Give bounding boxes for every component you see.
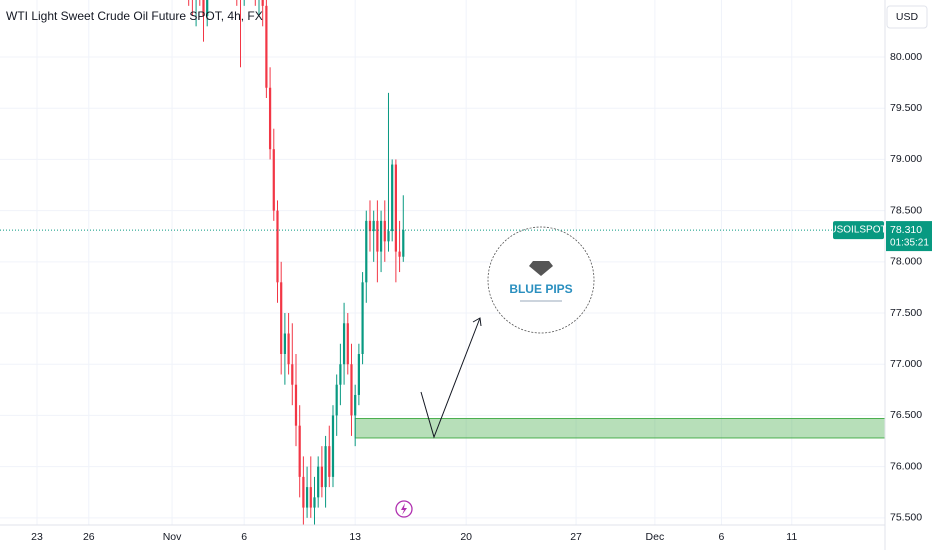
candle-body xyxy=(398,251,401,257)
symbol-box xyxy=(833,221,884,240)
candle-body xyxy=(272,149,275,211)
candle-body xyxy=(361,282,364,354)
candle-body xyxy=(280,282,283,354)
candle-body xyxy=(368,220,372,232)
candle-body xyxy=(287,333,290,365)
candle-body xyxy=(365,220,368,283)
x-tick-label: 20 xyxy=(460,531,472,543)
candle-body xyxy=(268,87,272,150)
candle-body xyxy=(394,164,397,252)
candle-body xyxy=(291,364,294,385)
x-tick-label: 6 xyxy=(241,531,247,543)
candle-body xyxy=(350,364,353,416)
candle-body xyxy=(387,231,390,242)
event-bolt xyxy=(401,503,407,515)
currency[interactable]: USD xyxy=(896,11,919,23)
x-tick-label: Nov xyxy=(163,531,182,543)
candle-body xyxy=(305,487,309,508)
currency-box[interactable] xyxy=(886,5,928,29)
event-icon xyxy=(395,500,413,518)
candle-body xyxy=(302,476,305,508)
candle-body xyxy=(294,384,298,426)
candle-body xyxy=(391,164,394,232)
candle-body xyxy=(261,0,264,6)
chart-title: WTI Light Sweet Crude Oil Future SPOT, 4… xyxy=(6,9,263,23)
candle-body xyxy=(309,487,312,508)
candle-body xyxy=(342,323,346,365)
candle-body xyxy=(317,466,320,498)
candle-body xyxy=(283,333,286,354)
y-tick-label: 78.000 xyxy=(890,256,922,268)
logo-circle xyxy=(487,226,595,334)
candle-body xyxy=(265,5,268,88)
x-tick-label: 27 xyxy=(570,531,582,543)
x-tick-label: 26 xyxy=(83,531,95,543)
candle-body xyxy=(372,220,375,232)
y-tick-label: 77.500 xyxy=(890,307,922,319)
y-tick-label: 76.500 xyxy=(890,409,922,421)
x-tick-label: 6 xyxy=(719,531,725,543)
candle-body xyxy=(354,394,357,416)
grid xyxy=(0,0,885,525)
candle-body xyxy=(331,415,335,477)
arrow xyxy=(420,317,482,439)
candle-body xyxy=(276,210,279,283)
candle-body xyxy=(383,220,386,242)
y-tick-label: 75.500 xyxy=(890,512,922,524)
y-tick-label: 79.000 xyxy=(890,153,922,165)
logo-text: BLUE PIPS xyxy=(509,282,572,296)
arrow-head xyxy=(472,317,482,327)
overlay: USOILSPOT 78.310 01:35:21 xyxy=(0,221,932,252)
logo: BLUE PIPS xyxy=(487,226,595,334)
x-tick-label: 11 xyxy=(786,531,797,543)
x-tick-label: 23 xyxy=(31,531,43,543)
candle-body xyxy=(202,0,205,17)
y-tick-label: 79.500 xyxy=(890,102,922,114)
price-box xyxy=(886,221,932,252)
y-tick-label: 76.000 xyxy=(890,460,922,472)
y-tick-label: 77.000 xyxy=(890,358,922,370)
candle-body xyxy=(346,323,349,365)
y-tick-label: 80.000 xyxy=(890,51,922,63)
countdown: 01:35:21 xyxy=(890,238,929,249)
candle-body xyxy=(339,364,342,385)
x-tick-label: 13 xyxy=(349,531,361,543)
symbol-label: USOILSPOT xyxy=(829,225,886,236)
candle-body xyxy=(320,466,323,488)
candle-body xyxy=(376,220,379,252)
candle-body xyxy=(379,220,383,252)
candle-body xyxy=(328,446,331,477)
candle-body xyxy=(206,0,209,17)
candle-body xyxy=(298,425,301,477)
x-tick-label: Dec xyxy=(646,531,665,543)
y-tick-label: 78.500 xyxy=(890,204,922,216)
candle-body xyxy=(313,497,316,508)
candle-body xyxy=(335,384,338,416)
arrow-line xyxy=(420,317,481,439)
logo-diamond xyxy=(529,261,553,276)
candle-body xyxy=(402,230,405,257)
candle-body xyxy=(324,446,327,488)
last-price-label: 78.310 xyxy=(890,224,922,236)
candle-body xyxy=(357,353,360,395)
candles xyxy=(188,0,405,525)
